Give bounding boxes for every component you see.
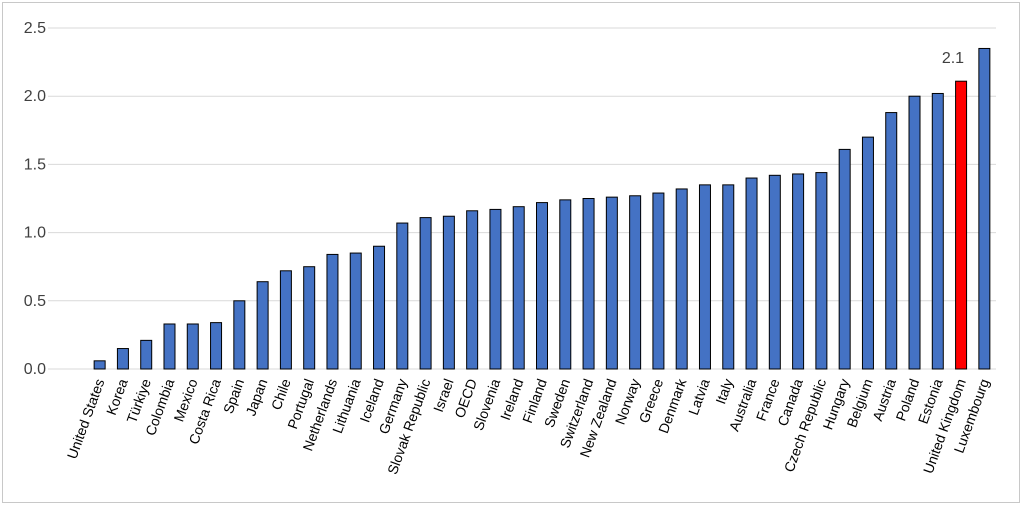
bar — [419, 217, 432, 370]
bar — [116, 348, 129, 370]
bar — [861, 136, 874, 370]
bar — [955, 80, 968, 370]
bar — [931, 92, 944, 370]
bar — [792, 173, 805, 370]
y-tick-label: 1.0 — [24, 225, 46, 242]
bar — [559, 199, 572, 370]
y-tick-label: 2.0 — [24, 88, 46, 105]
y-tick-label: 2.5 — [24, 20, 46, 37]
bar — [256, 281, 269, 370]
bar — [652, 192, 665, 370]
bar — [838, 148, 851, 370]
bar — [210, 322, 223, 370]
x-tick-label: United States — [64, 377, 108, 461]
bar — [326, 253, 339, 370]
bar — [512, 206, 525, 370]
bar — [186, 323, 199, 370]
bar — [303, 266, 316, 370]
bar — [536, 202, 548, 370]
bar — [93, 360, 106, 370]
x-tick-label: Chile — [268, 376, 294, 412]
bar — [885, 112, 898, 370]
bar — [698, 184, 711, 370]
bar — [605, 196, 618, 370]
bar — [489, 208, 502, 370]
bar — [815, 172, 828, 370]
x-tick-label: Italy — [712, 377, 736, 407]
bar — [582, 198, 595, 370]
bar — [163, 323, 176, 370]
bar — [349, 252, 362, 370]
bar — [279, 270, 292, 370]
bar — [442, 215, 455, 370]
bar — [768, 174, 781, 370]
y-tick-label: 0.0 — [24, 361, 46, 378]
bar — [629, 195, 642, 370]
bar — [466, 210, 479, 370]
y-tick-label: 0.5 — [24, 293, 46, 310]
bar — [233, 300, 246, 370]
bar — [396, 222, 409, 370]
bar — [675, 188, 688, 370]
y-tick-label: 1.5 — [24, 156, 46, 173]
data-label: 2.1 — [942, 50, 964, 67]
bar — [140, 339, 153, 370]
bar — [908, 95, 921, 370]
bar — [722, 184, 735, 370]
bar — [978, 47, 991, 370]
bar — [373, 245, 386, 370]
bar — [745, 177, 758, 370]
